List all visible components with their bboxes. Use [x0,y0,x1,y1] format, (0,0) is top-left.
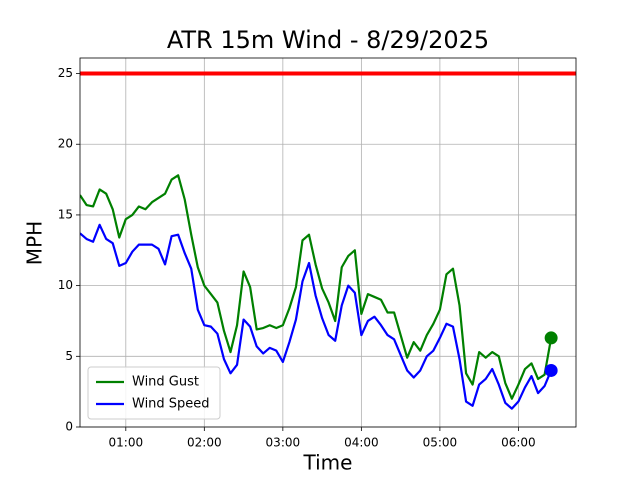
y-axis-label: MPH [23,221,47,265]
y-tick-label: 25 [58,66,73,80]
legend: Wind Gust Wind Speed [87,366,221,420]
last-point [544,363,558,377]
y-tick-label: 0 [65,420,73,434]
legend-label: Wind Speed [132,397,210,412]
x-tick-label: 05:00 [423,436,458,450]
x-axis-label: Time [303,451,353,475]
x-tick-label: 02:00 [187,436,222,450]
series-line [80,223,553,410]
x-tick-label: 06:00 [501,436,536,450]
x-tick-label: 04:00 [344,436,379,450]
legend-box [87,366,221,420]
legend-label: Wind Gust [132,375,199,390]
x-tick-label: 03:00 [266,436,301,450]
y-tick-label: 5 [65,349,73,363]
series-line [80,174,553,400]
plot-frame [79,57,577,428]
chart-title: ATR 15m Wind - 8/29/2025 [167,26,489,54]
x-tick-label: 01:00 [109,436,144,450]
last-point [544,331,558,345]
y-tick-label: 10 [58,278,73,292]
y-tick-label: 15 [58,207,73,221]
y-tick-label: 20 [58,137,73,151]
